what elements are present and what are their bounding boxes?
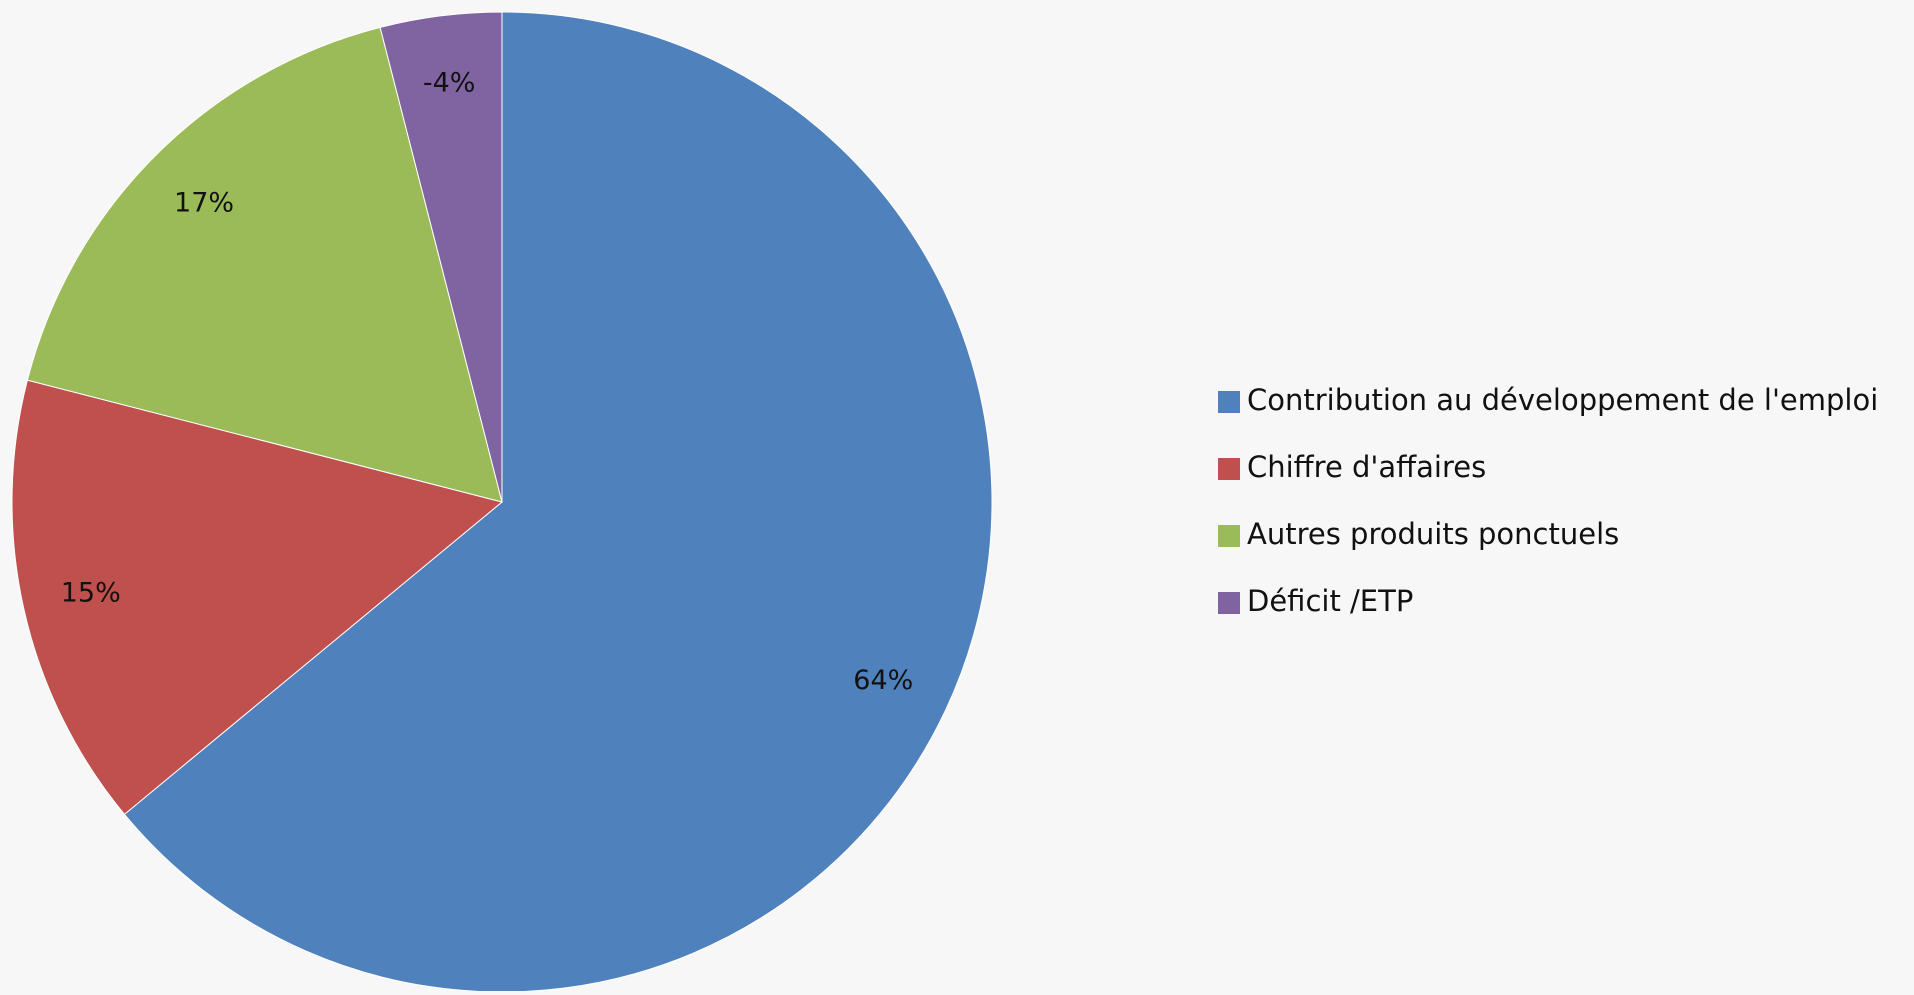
legend-label: Déficit /ETP — [1247, 584, 1413, 618]
pie-slice — [11, 379, 504, 816]
legend-swatch — [1218, 592, 1240, 614]
legend-swatch — [1218, 391, 1240, 413]
legend-label: Contribution au développement de l'emplo… — [1247, 383, 1878, 417]
pie-slice — [123, 11, 993, 993]
data-label: -4% — [423, 67, 476, 98]
data-label: 15% — [61, 577, 121, 608]
legend-swatch — [1218, 525, 1240, 547]
data-label: 64% — [853, 665, 913, 696]
legend-swatch — [1218, 458, 1240, 480]
legend-label: Autres produits ponctuels — [1247, 517, 1619, 551]
pie-slice — [379, 11, 503, 503]
legend-label: Chiffre d'affaires — [1247, 450, 1486, 484]
pie-slice — [26, 26, 503, 503]
data-label: 17% — [174, 188, 234, 219]
